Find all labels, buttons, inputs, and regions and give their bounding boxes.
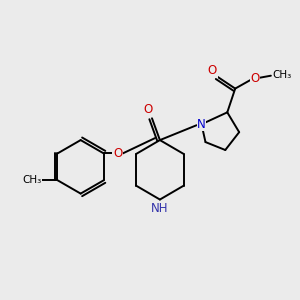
Text: O: O — [113, 147, 122, 160]
Text: CH₃: CH₃ — [22, 175, 41, 185]
Text: NH: NH — [151, 202, 169, 215]
Text: O: O — [250, 72, 260, 85]
Text: O: O — [208, 64, 217, 77]
Text: N: N — [197, 118, 206, 131]
Text: O: O — [143, 103, 153, 116]
Text: CH₃: CH₃ — [272, 70, 291, 80]
